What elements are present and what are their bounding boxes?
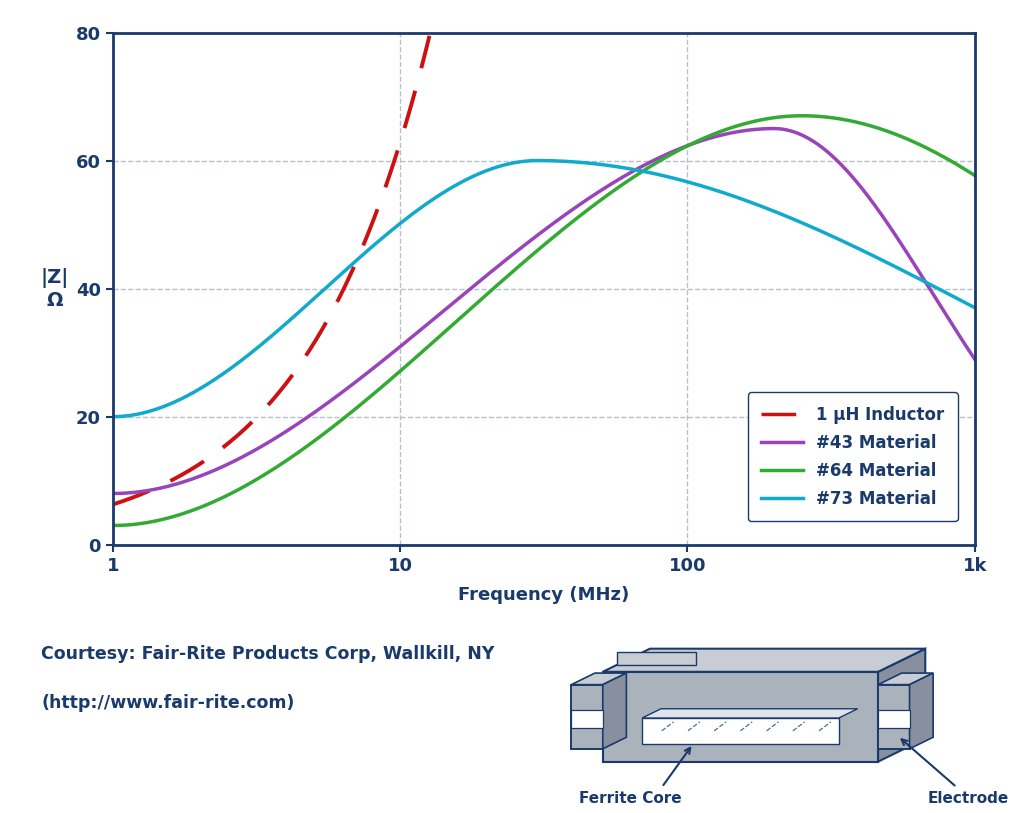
Polygon shape [602, 672, 878, 762]
Legend: 1 μH Inductor, #43 Material, #64 Material, #73 Material: 1 μH Inductor, #43 Material, #64 Materia… [748, 393, 957, 521]
Polygon shape [642, 718, 838, 744]
Polygon shape [571, 685, 602, 749]
Polygon shape [602, 673, 626, 749]
Polygon shape [571, 673, 626, 685]
Polygon shape [878, 673, 933, 685]
Polygon shape [642, 709, 858, 718]
Polygon shape [571, 711, 602, 728]
Text: Ferrite Core: Ferrite Core [579, 791, 681, 806]
Text: Courtesy: Fair-Rite Products Corp, Wallkill, NY: Courtesy: Fair-Rite Products Corp, Wallk… [41, 646, 495, 663]
Polygon shape [878, 649, 925, 762]
Polygon shape [878, 711, 909, 728]
Polygon shape [617, 652, 696, 665]
Y-axis label: |Z|
Ω: |Z| Ω [41, 267, 70, 310]
X-axis label: Frequency (MHz): Frequency (MHz) [459, 585, 629, 603]
Text: (http://www.fair-rite.com): (http://www.fair-rite.com) [41, 694, 294, 712]
Polygon shape [909, 673, 933, 749]
Polygon shape [602, 649, 925, 672]
Text: Electrode: Electrode [928, 791, 1010, 806]
Polygon shape [878, 685, 909, 749]
